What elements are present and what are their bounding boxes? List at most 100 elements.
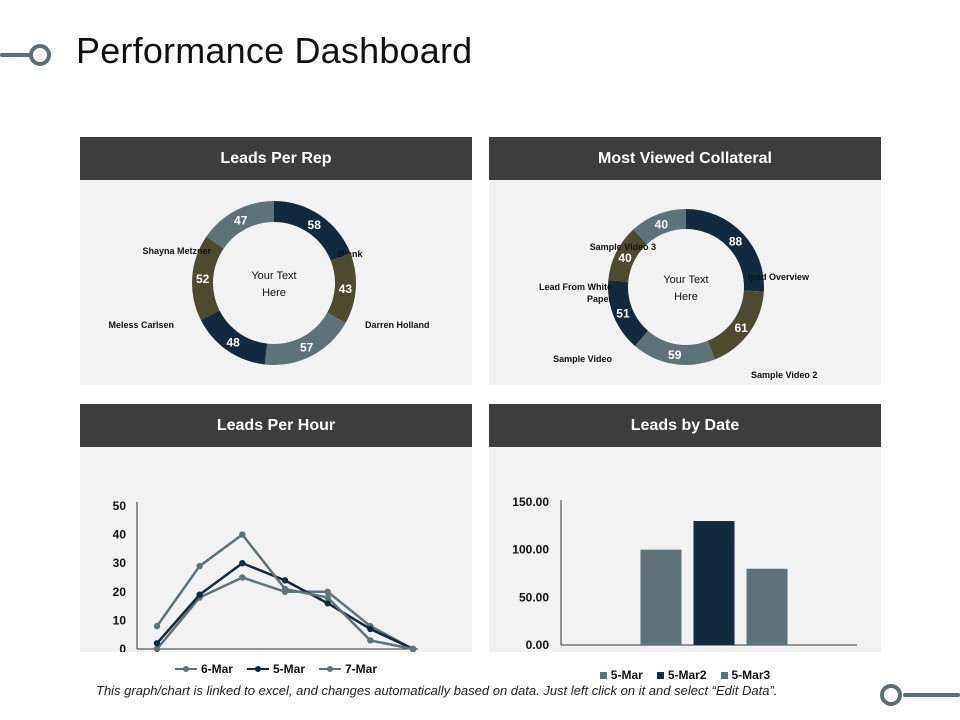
slice-label-line: Shayna Metzner (142, 246, 211, 256)
slice-value-lead-from-white-paper: 40 (618, 251, 632, 265)
donut-center-text: Here (674, 291, 698, 303)
legend-label: 5-Mar (272, 662, 305, 676)
legend-item-7-mar: 7-Mar (319, 662, 377, 676)
footer-note: This graph/chart is linked to excel, and… (96, 683, 778, 698)
series-line-5-mar (156, 561, 414, 651)
data-point-5-mar (324, 600, 331, 607)
y-tick-label: 100.00 (512, 543, 549, 557)
y-tick-label: 0 (119, 642, 126, 652)
legend-label: 5-Mar (610, 668, 643, 682)
y-tick-label: 50.00 (519, 590, 549, 604)
bar-5-mar2 (693, 521, 735, 645)
chart-leads-per-rep[interactable]: 58Blank43Darren Holland57Derek Swezey48J… (80, 180, 472, 385)
slice-value-meless-carlsen: 52 (196, 272, 210, 286)
legend-item-5-mar2: 5-Mar2 (656, 668, 707, 682)
page-title: Performance Dashboard (76, 30, 473, 71)
slice-label-line: Lead From White (539, 282, 612, 292)
leads-by-date-bar-chart: 0.00 50.00 100.00 150.00 (512, 495, 857, 652)
chart-leads-by-date[interactable]: 0.00 50.00 100.00 150.00 5-Mar 5-Mar2 5-Mar3 (489, 447, 881, 682)
pie-slice-lead-from-white-paper (608, 229, 647, 282)
y-tick-label: 0.00 (526, 638, 550, 652)
slice-label-line: Darren Holland (365, 320, 430, 330)
slice-label-line: Sample Video (553, 354, 612, 364)
pie-slice-sample-video (608, 280, 649, 346)
pie-slice-meless-carlsen (192, 236, 224, 321)
slice-label-lead-from-white-paper: Lead From White Paper (539, 282, 613, 304)
panel-header-most-viewed: Most Viewed Collateral (489, 137, 881, 180)
data-point-5-mar (153, 640, 161, 647)
pie-slice-derek-swezey (264, 312, 346, 365)
legend-swatch (720, 671, 728, 679)
leads-per-rep-donut: 58Blank43Darren Holland57Derek Swezey48J… (108, 201, 430, 365)
legend-label: 6-Mar (200, 662, 233, 676)
slice-label-shayna-metzner: Shayna Metzner (142, 246, 211, 256)
slice-value-blank: 58 (308, 218, 322, 232)
legend-item-5-mar3: 5-Mar3 (720, 668, 771, 682)
y-tick-label: 50 (113, 499, 127, 513)
panel-most-viewed-collateral: Most Viewed Collateral 88 Ipad Overview 61… (489, 137, 881, 385)
donut-center-text: Your Text (663, 274, 708, 286)
leads-by-date-legend: 5-Mar 5-Mar2 5-Mar3 (489, 668, 881, 682)
legend-swatch (319, 666, 341, 672)
bar-5-mar (640, 549, 682, 645)
legend-swatch (656, 671, 664, 679)
slice-label-sample-video-2: Sample Video 2 (751, 370, 817, 380)
legend-swatch (599, 671, 607, 679)
pie-slice-shayna-metzner (206, 201, 274, 249)
donut-center-text: Here (262, 287, 286, 299)
slice-label-line: Blank (338, 249, 364, 259)
chart-leads-per-hour[interactable]: 0 10 20 30 40 50 6-Mar 5-Mar 7-Mar (80, 447, 472, 676)
data-point-7-mar (409, 645, 417, 652)
legend-swatch (246, 666, 269, 672)
data-point-7-mar (367, 637, 374, 644)
pie-slice-darren-holland (327, 252, 356, 324)
bar-5-mar3 (746, 568, 788, 645)
slice-label-sample-video-3: Sample Video 3 (590, 242, 656, 252)
data-point-6-mar (239, 574, 246, 581)
slice-label-darren-holland: Darren Holland (365, 320, 430, 330)
data-point-7-mar (324, 594, 331, 601)
footer-accent-circle (880, 684, 902, 706)
data-point-5-mar (239, 560, 246, 567)
slice-label-line: Sample Video 2 (751, 370, 817, 380)
pie-slice-ipad-overview (686, 209, 764, 292)
title-accent-line (0, 53, 34, 57)
legend-swatch (174, 666, 197, 672)
y-tick-label: 40 (113, 528, 127, 542)
data-point-6-mar (153, 645, 161, 652)
y-tick-label: 30 (113, 556, 127, 570)
data-point-6-mar (324, 588, 331, 595)
panel-leads-per-hour: Leads Per Hour 0 10 20 30 40 50 6-Mar 5-Mar 7-M… (80, 404, 472, 676)
slice-value-derek-swezey: 57 (300, 341, 314, 355)
legend-label: 5-Mar3 (731, 668, 771, 682)
pie-slice-sample-video-3 (633, 209, 686, 245)
panel-leads-by-date: Leads by Date 0.00 50.00 100.00 150.00 5-Ma… (489, 404, 881, 682)
slice-value-jhon-hasbrouck: 48 (226, 336, 240, 350)
donut-center-text: Your Text (251, 270, 296, 282)
slice-label-line: Paper (587, 294, 613, 304)
pie-slice-jhon-hasbrouck (200, 310, 268, 365)
slice-label-ipad-overview: Ipad Overview (748, 272, 810, 282)
leads-per-hour-legend: 6-Mar 5-Mar 7-Mar (80, 662, 472, 676)
slice-label-blank: Blank (338, 249, 364, 259)
legend-label: 7-Mar (345, 662, 378, 676)
pie-slice-blank (274, 201, 351, 261)
y-tick-label: 10 (113, 613, 127, 627)
data-point-5-mar (196, 591, 203, 598)
slice-label-sample-video: Sample Video (553, 354, 612, 364)
slice-value-sample-video-2: 61 (734, 321, 748, 335)
slice-value-sample-video: 51 (616, 307, 630, 321)
slice-label-line: Meless Carlsen (108, 320, 174, 330)
slice-value-ipad-overview: 88 (729, 234, 743, 248)
legend-item-5-mar: 5-Mar (246, 662, 305, 676)
footer-accent-line (903, 693, 960, 697)
panel-header-leads-per-hour: Leads Per Hour (80, 404, 472, 447)
slice-value-darren-holland: 43 (339, 282, 353, 296)
panel-leads-per-rep: Leads Per Rep 58Blank43Darren Holland57D… (80, 137, 472, 385)
y-tick-label: 20 (113, 585, 127, 599)
leads-per-hour-line-chart: 0 10 20 30 40 50 (113, 499, 418, 652)
slice-label-line: Ipad Overview (748, 272, 810, 282)
slice-label-line: Sample Video 3 (590, 242, 656, 252)
